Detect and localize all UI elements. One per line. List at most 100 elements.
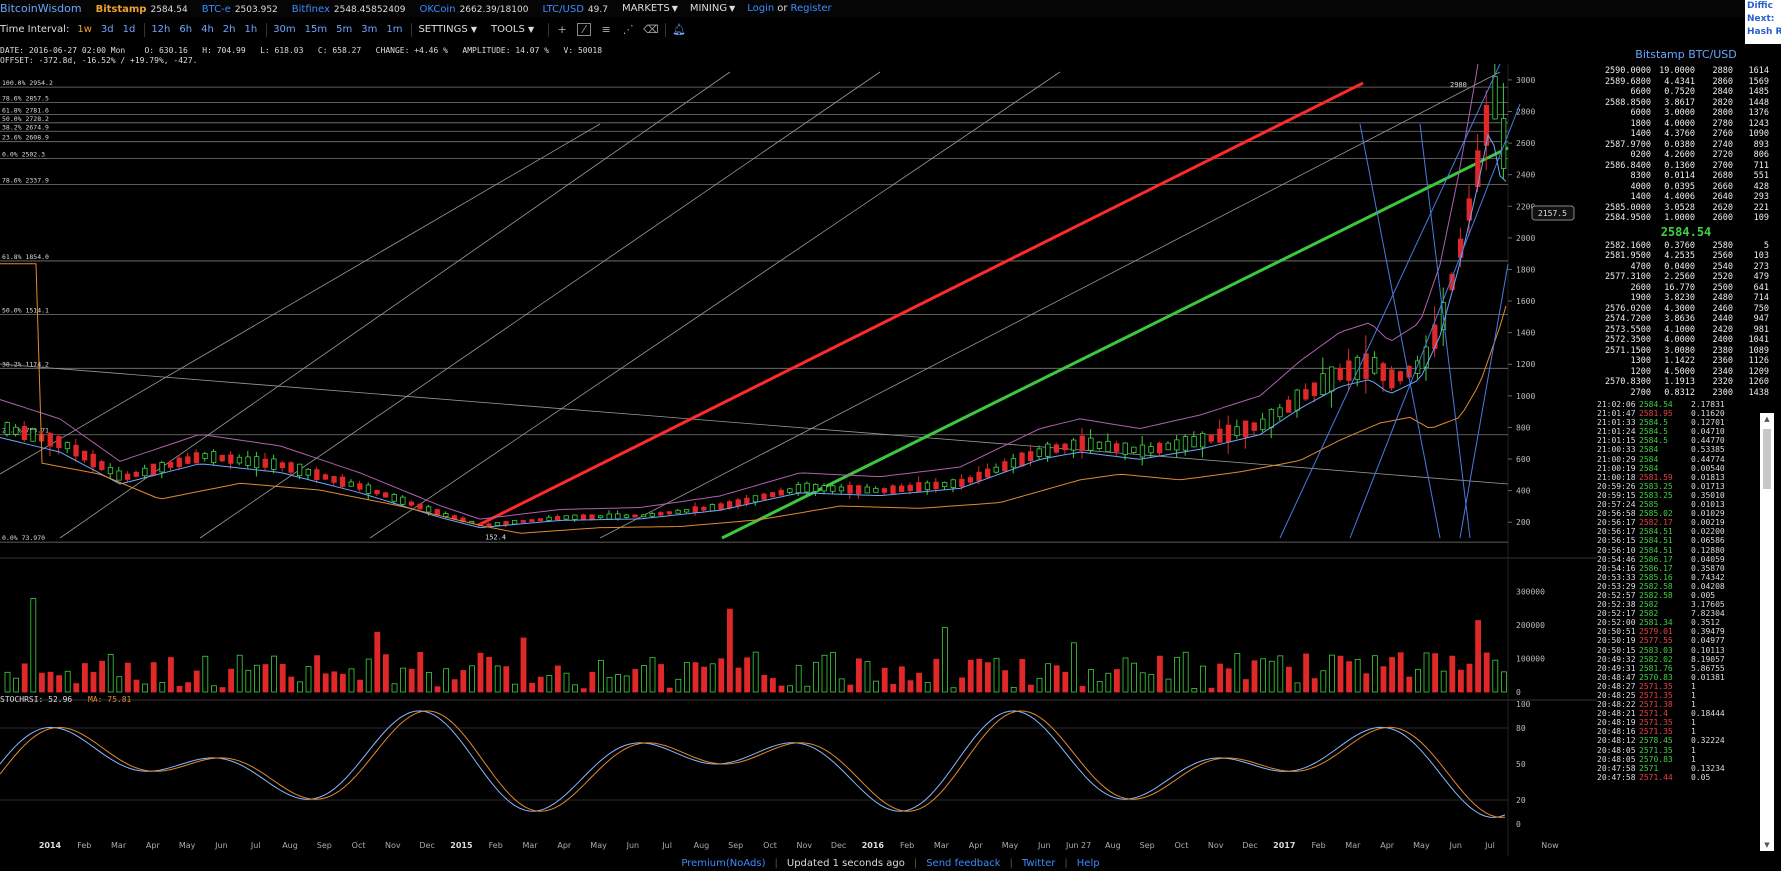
volume-bar <box>1397 652 1404 693</box>
stochrsi-line <box>0 710 1506 818</box>
interval-30m[interactable]: 30m <box>273 24 296 35</box>
trades-scrollbar[interactable]: ▲ ▼ <box>1760 413 1774 851</box>
volume-bar <box>159 682 166 693</box>
interval-1w[interactable]: 1w <box>77 24 92 35</box>
volume-bar <box>64 670 71 693</box>
x-axis-label: May <box>1413 841 1430 850</box>
price-tick-label: 200 <box>1516 518 1531 527</box>
candle-body <box>899 485 905 492</box>
candle-body <box>150 463 157 476</box>
interval-6h[interactable]: 6h <box>179 24 193 35</box>
volume-bar <box>1191 688 1198 693</box>
ticker-btce[interactable]: BTC-e 2503.952 <box>201 4 278 15</box>
candle-body <box>856 485 862 494</box>
premium-link[interactable]: Premium(NoAds) <box>681 858 766 869</box>
ticker-bitfinex[interactable]: Bitfinex 2548.45852409 <box>291 4 406 15</box>
volume-bar <box>701 666 707 693</box>
candle-body <box>1114 443 1120 452</box>
candle-body <box>632 514 638 518</box>
volume-bar <box>907 680 914 693</box>
ticker-bitstamp[interactable]: Bitstamp 2584.54 <box>95 4 188 15</box>
divider <box>144 22 146 37</box>
volume-bar <box>1449 655 1456 693</box>
tools-menu[interactable]: TOOLS ▼ <box>491 24 535 35</box>
candle-body <box>425 506 432 513</box>
candle-body <box>1045 443 1051 457</box>
volume-bar <box>606 677 613 693</box>
candle-body <box>1174 439 1180 451</box>
candle-body <box>400 496 406 505</box>
scrollbar-thumb[interactable] <box>1763 429 1771 489</box>
crosshair-icon[interactable]: + <box>557 23 567 36</box>
volume-bar <box>1294 682 1301 693</box>
price-chart[interactable]: 3000280026002400220020001800160014001200… <box>0 64 1597 856</box>
alert-bell-icon[interactable]: 🔔︎ <box>672 23 687 36</box>
interval-3m[interactable]: 3m <box>361 24 378 35</box>
scroll-up-icon[interactable]: ▲ <box>1764 415 1770 423</box>
candle-body <box>752 495 759 503</box>
volume-bar <box>1028 684 1034 693</box>
x-axis-label: May <box>1002 841 1019 850</box>
volume-bar <box>262 664 269 693</box>
stoch-tick-label: 0 <box>1516 820 1521 829</box>
markets-menu[interactable]: MARKETS ▼ <box>621 3 678 14</box>
candle-body <box>658 512 664 516</box>
interval-5m[interactable]: 5m <box>336 24 353 35</box>
volume-bar <box>107 654 114 693</box>
candle-body <box>1415 360 1421 374</box>
x-axis-label: Dec <box>831 841 846 850</box>
trade-row: 20:48:47 2570.83 0.01381 <box>1597 672 1725 682</box>
site-logo[interactable]: BitcoinWisdom <box>0 2 82 15</box>
ask-row: 6000 3.0000 2800 1376 <box>1630 108 1769 118</box>
volume-bar <box>899 666 905 693</box>
scroll-down-icon[interactable]: ▼ <box>1764 841 1770 849</box>
help-link[interactable]: Help <box>1076 858 1100 869</box>
interval-4h[interactable]: 4h <box>201 24 214 35</box>
interval-15m[interactable]: 15m <box>304 24 328 35</box>
interval-1d[interactable]: 1d <box>122 24 136 35</box>
stoch-tick-label: 80 <box>1516 724 1526 733</box>
eraser-icon[interactable]: ⌫ <box>643 23 659 36</box>
interval-12h[interactable]: 12h <box>151 24 171 35</box>
trend-fan-line <box>369 71 1061 539</box>
blue-fan-line <box>1279 64 1501 539</box>
interval-1h[interactable]: 1h <box>244 24 258 35</box>
trades-list: 21:02:06 2584.54 2.17831 21:01:47 2581.95 0.1… <box>1597 400 1775 782</box>
x-axis-label: 2014 <box>39 841 62 850</box>
volume-bar <box>632 669 639 693</box>
volume-bar <box>684 662 690 693</box>
volume-bar <box>546 675 553 693</box>
ask-row: 2584.9500 1.0000 2600 109 <box>1604 213 1769 223</box>
volume-bar <box>296 681 303 693</box>
login-link[interactable]: Login <box>747 3 775 14</box>
interval-3d[interactable]: 3d <box>100 24 114 35</box>
volume-bar <box>314 655 321 693</box>
volume-bar <box>933 658 940 693</box>
candle-body <box>709 504 716 512</box>
interval-2h[interactable]: 2h <box>222 24 236 35</box>
candle-body <box>210 451 217 464</box>
twitter-link[interactable]: Twitter <box>1021 858 1056 869</box>
interval-1m[interactable]: 1m <box>386 24 403 35</box>
trendline-icon[interactable]: ⁄ <box>577 23 592 36</box>
ticker-ltcusd[interactable]: LTC/USD 49.7 <box>542 4 608 15</box>
candle-body <box>890 485 896 494</box>
x-axis-label: Sep <box>317 841 332 850</box>
x-axis-label: Oct <box>763 841 777 850</box>
settings-menu[interactable]: SETTINGS ▼ <box>418 24 478 35</box>
candle-body <box>1501 118 1507 169</box>
divider <box>548 22 550 37</box>
fan-icon[interactable]: ⋰ <box>622 23 634 36</box>
register-link[interactable]: Register <box>790 3 832 14</box>
volume-bar <box>709 663 716 693</box>
trade-row: 21:00:19 2584 0.00540 <box>1597 463 1725 473</box>
candle-body <box>1380 363 1386 382</box>
volume-bar <box>468 665 475 693</box>
feedback-link[interactable]: Send feedback <box>926 858 1001 869</box>
ticker-okcoin[interactable]: OKCoin 2662.39/18100 <box>419 4 529 15</box>
volume-bar <box>563 672 570 693</box>
fib-lines-icon[interactable]: ≡ <box>601 23 611 36</box>
trade-row: 21:01:47 2581.95 0.11620 <box>1597 409 1725 419</box>
mining-menu[interactable]: MINING ▼ <box>689 3 736 14</box>
trend-fan-line <box>199 71 881 539</box>
